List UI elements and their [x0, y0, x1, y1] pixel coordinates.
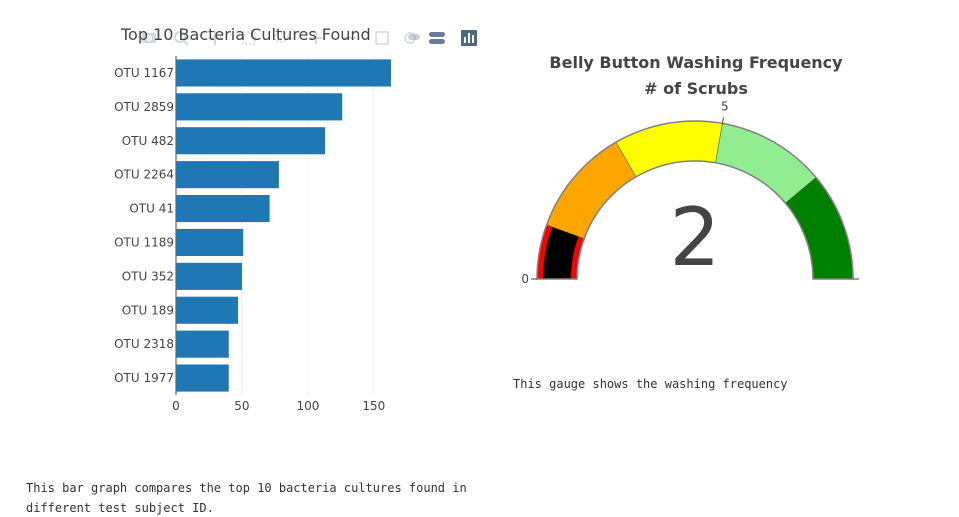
- y-tick-label: OTU 2318: [114, 337, 174, 351]
- y-tick-label: OTU 1977: [114, 371, 174, 385]
- gauge-value-bar: [543, 227, 579, 279]
- bar[interactable]: [176, 93, 343, 121]
- lasso-select-icon[interactable]: [273, 31, 289, 43]
- gauge-value-number: 2: [670, 191, 721, 284]
- bar-chart-title: Top 10 Bacteria Cultures Found: [121, 25, 371, 44]
- camera-icon[interactable]: [142, 33, 156, 43]
- y-tick-label: OTU 41: [129, 202, 174, 216]
- y-tick-label: OTU 1167: [114, 66, 174, 80]
- bar[interactable]: [176, 59, 391, 87]
- y-tick-label: OTU 2859: [114, 100, 174, 114]
- gauge-tick: [721, 117, 724, 124]
- zoom-in-icon[interactable]: [310, 32, 322, 44]
- pan-icon[interactable]: [208, 31, 222, 45]
- gauge-tick-label: 5: [721, 100, 729, 114]
- gauge-chart-panel: Belly Button Washing Frequency # of Scru…: [500, 40, 900, 340]
- gauge-title-line-2: # of Scrubs: [644, 79, 748, 98]
- spike-lines-icon[interactable]: [408, 34, 420, 40]
- bar[interactable]: [176, 228, 244, 257]
- gauge-chart: 0 5 2: [521, 100, 859, 286]
- reset-axes-icon[interactable]: [404, 32, 416, 44]
- y-tick-label: OTU 482: [122, 134, 174, 148]
- gauge-caption: This gauge shows the washing frequency: [513, 377, 788, 391]
- zoom-icon[interactable]: [174, 31, 189, 46]
- x-tick-label: 50: [234, 399, 249, 413]
- bar[interactable]: [176, 330, 229, 358]
- bar[interactable]: [176, 364, 229, 392]
- gauge-title: Belly Button Washing Frequency # of Scru…: [500, 50, 892, 102]
- x-tick-label: 0: [172, 399, 180, 413]
- bar[interactable]: [176, 194, 270, 223]
- gauge-tick-label: 0: [521, 272, 529, 286]
- y-tick-label: OTU 352: [122, 269, 174, 283]
- y-tick-label: OTU 2264: [114, 168, 174, 182]
- x-tick-label: 150: [362, 399, 385, 413]
- autoscale-icon[interactable]: [375, 31, 389, 45]
- box-select-icon[interactable]: [242, 31, 256, 45]
- x-tick-label: 100: [296, 399, 319, 413]
- bar[interactable]: [176, 296, 238, 324]
- bar-chart: OTU 1167 OTU 2859 OTU 482 OTU 2264 OTU 41 OTU…: [114, 56, 391, 413]
- bar[interactable]: [176, 161, 279, 189]
- bar-chart-panel: OTU 1167 OTU 2859 OTU 482 OTU 2264 OTU 41 OTU…: [0, 0, 490, 420]
- gauge-step: [615, 120, 723, 178]
- gauge-title-line-1: Belly Button Washing Frequency: [549, 53, 843, 72]
- y-tick-label: OTU 1189: [114, 235, 174, 249]
- bar[interactable]: [176, 127, 326, 155]
- bar[interactable]: [176, 262, 242, 290]
- compare-hover-icon[interactable]: [429, 32, 445, 44]
- chart-modebar: [140, 28, 485, 48]
- gauge-outline: [536, 120, 854, 280]
- bar-chart-caption: This bar graph compares the top 10 bacte…: [26, 481, 467, 515]
- plotly-logo-icon[interactable]: [461, 30, 477, 46]
- y-tick-label: OTU 189: [122, 303, 174, 317]
